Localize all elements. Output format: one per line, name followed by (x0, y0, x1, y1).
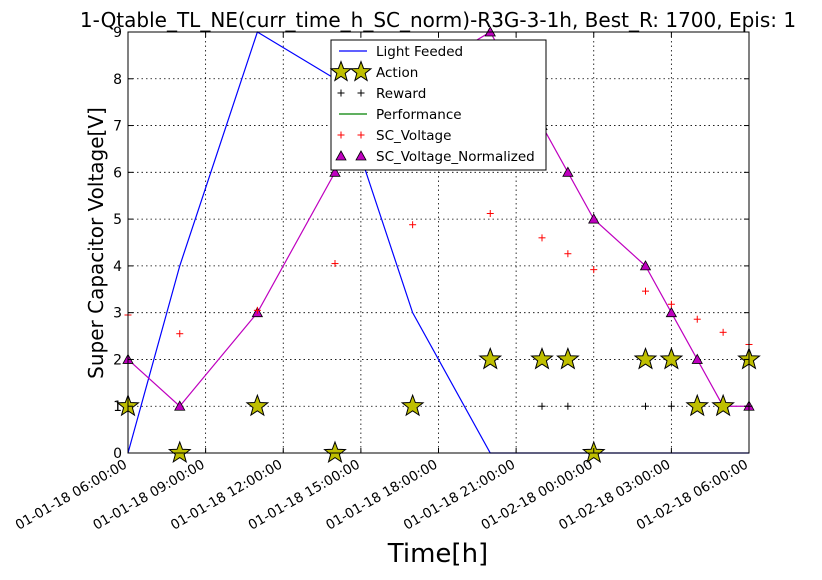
legend-entry-light-feeded: Light Feeded (339, 44, 463, 60)
point-sc-voltage-normalized (329, 166, 341, 177)
legend-label: Reward (376, 86, 426, 102)
y-tick-label: 4 (113, 259, 122, 275)
legend-label: Performance (376, 107, 462, 123)
y-tick-label: 9 (113, 25, 122, 41)
series-layer (116, 26, 761, 464)
point-sc-voltage (176, 330, 184, 338)
point-action (400, 393, 425, 417)
point-reward (564, 402, 572, 410)
point-action (478, 347, 503, 370)
legend-entry-sc-voltage: SC_Voltage (337, 128, 451, 144)
series-line-sc-voltage-normalized (127, 31, 749, 408)
point-sc-voltage (719, 328, 727, 336)
point-sc-voltage (486, 209, 494, 217)
point-sc-voltage-normalized (691, 353, 703, 364)
legend-entry-sc-voltage-normalized: SC_Voltage_Normalized (335, 149, 535, 165)
legend-marker (337, 131, 345, 139)
legend-marker (329, 60, 353, 82)
legend-marker (355, 150, 367, 161)
point-sc-voltage (564, 250, 572, 258)
y-axis-label: Super Capacitor Voltage[V] (84, 107, 108, 379)
legend: Light Feeded Action Reward Performance SC_Vo… (329, 39, 547, 171)
legend-label: Action (376, 65, 418, 81)
point-action (245, 393, 270, 417)
legend-marker (349, 60, 373, 82)
y-tick-label: 7 (113, 119, 122, 135)
legend-entry-action: Action (329, 60, 418, 82)
point-action (711, 393, 735, 417)
y-tick-label: 1 (113, 399, 122, 415)
point-sc-voltage (253, 306, 261, 314)
point-sc-voltage-normalized (588, 213, 600, 224)
point-sc-voltage-normalized (665, 306, 678, 318)
point-action (633, 347, 658, 370)
y-tick-label: 3 (113, 306, 122, 322)
point-reward (667, 402, 675, 410)
y-tick-label: 0 (113, 446, 122, 462)
legend-label: Light Feeded (376, 44, 463, 60)
legend-label: SC_Voltage (376, 128, 451, 144)
point-sc-voltage (538, 234, 546, 242)
point-reward (642, 402, 649, 410)
y-tick-label: 5 (113, 212, 122, 228)
point-action (530, 347, 554, 370)
point-action (323, 440, 347, 464)
legend-label: SC_Voltage_Normalized (376, 149, 535, 165)
point-sc-voltage (667, 300, 675, 308)
y-tick-label: 8 (113, 72, 122, 88)
legend-entry-reward: Reward (337, 86, 426, 102)
point-sc-voltage (331, 260, 339, 268)
series-sc-voltage (124, 209, 753, 348)
point-sc-voltage-normalized (562, 166, 574, 177)
point-action (556, 347, 580, 370)
legend-marker (335, 150, 347, 161)
point-sc-voltage (693, 315, 701, 323)
point-sc-voltage (590, 266, 598, 274)
point-sc-voltage (409, 221, 417, 229)
legend-marker (357, 89, 365, 97)
point-action (685, 393, 710, 417)
x-axis-label: Time[h] (387, 539, 488, 569)
point-action (167, 440, 192, 464)
legend-entry-performance: Performance (339, 107, 462, 123)
point-reward (538, 402, 546, 410)
legend-marker (357, 131, 365, 139)
point-sc-voltage-normalized (639, 260, 652, 271)
point-action (659, 347, 684, 370)
chart-title: 1-Qtable_TL_NE(curr_time_h_SC_norm)-R3G-… (80, 8, 796, 32)
legend-marker (337, 89, 345, 97)
y-tick-label: 2 (113, 352, 122, 368)
point-sc-voltage (642, 287, 649, 295)
y-tick-label: 6 (113, 165, 122, 181)
point-sc-voltage-normalized (174, 400, 186, 411)
legend-box (330, 39, 547, 171)
